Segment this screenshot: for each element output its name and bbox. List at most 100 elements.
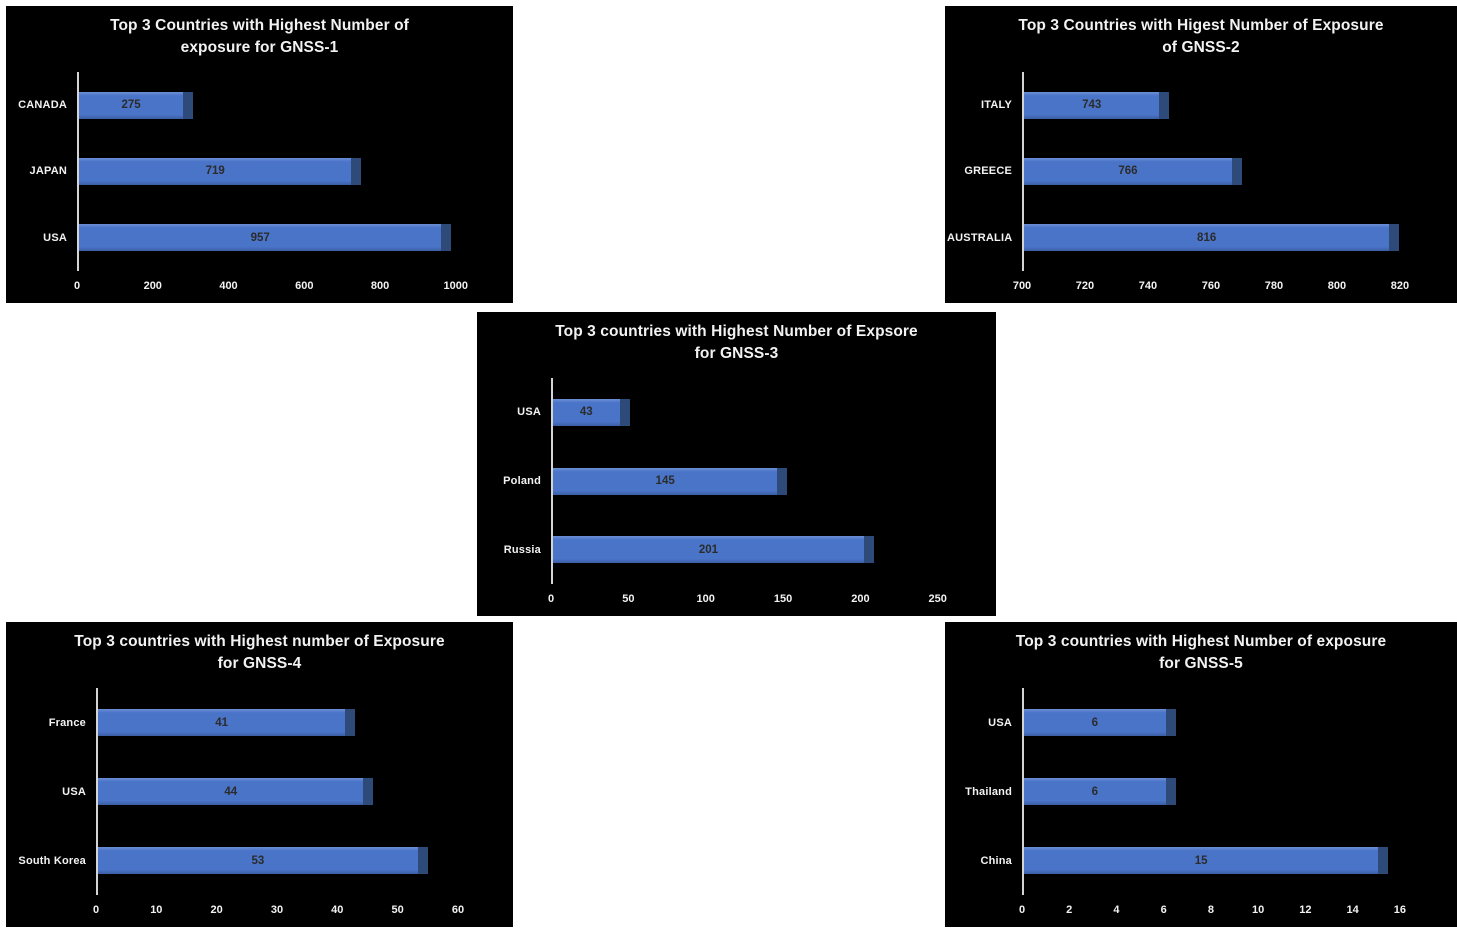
- chart-title-line-1: Top 3 Countries with Highest Number of: [110, 17, 409, 34]
- x-tick-label: 4: [1113, 904, 1120, 916]
- bar-value-label: 6: [1091, 716, 1099, 729]
- bar: 43: [553, 398, 630, 426]
- chart-title-line-2: of GNSS-2: [1162, 39, 1240, 57]
- x-tick-label: 200: [143, 280, 162, 292]
- bar-3d-cap: [345, 709, 356, 736]
- bar-value-label: 816: [1197, 231, 1217, 244]
- category-label: USA: [43, 231, 67, 244]
- bar-3d-cap: [863, 536, 874, 564]
- bar-value-label: 957: [250, 231, 270, 244]
- category-label: South Korea: [18, 854, 86, 867]
- x-tick-label: 10: [150, 904, 163, 916]
- x-tick-label: 760: [1201, 280, 1221, 292]
- x-tick-label: 150: [773, 593, 793, 605]
- bar-3d-cap: [1165, 709, 1176, 736]
- bar: 201: [553, 536, 874, 564]
- x-tick-label: 16: [1393, 904, 1407, 916]
- bar: 6: [1024, 778, 1176, 805]
- x-tick-label: 720: [1075, 280, 1095, 292]
- category-label: Poland: [503, 475, 541, 487]
- x-tick-label: 0: [1018, 904, 1026, 916]
- x-tick-label: 740: [1138, 280, 1158, 292]
- category-label: France: [48, 716, 86, 729]
- y-axis-line: [96, 688, 98, 895]
- bar-row: AUSTRALIA 816: [947, 205, 1449, 271]
- bar-value-label: 41: [215, 716, 229, 729]
- bar-row: ITALY 743: [981, 72, 1449, 138]
- chart-panel-gnss-2: Top 3 Countries with Higest Number of Ex…: [945, 6, 1457, 303]
- bar-row: Russia 201: [504, 515, 988, 584]
- x-tick-label: 50: [391, 904, 404, 916]
- y-axis-line: [77, 72, 79, 271]
- chart-title-line-2: for GNSS-4: [217, 655, 302, 673]
- x-tick-label: 0: [547, 593, 555, 605]
- bar: 41: [98, 709, 356, 736]
- y-axis-line: [551, 378, 553, 584]
- x-axis-ticks: 0 2 4 6 8 10 12 14 16: [1018, 904, 1449, 920]
- bar-value-label: 15: [1194, 854, 1208, 867]
- chart-panel-gnss-1: Top 3 Countries with Highest Number of e…: [6, 6, 513, 303]
- x-tick-label: 40: [331, 904, 344, 916]
- bar: 766: [1024, 157, 1242, 185]
- x-tick-label: 10: [1252, 904, 1265, 916]
- bar-value-label: 44: [224, 785, 238, 798]
- bar-3d-cap: [183, 91, 194, 119]
- x-tick-label: 800: [370, 280, 390, 292]
- bar-value-label: 43: [579, 406, 593, 419]
- x-tick-label: 14: [1346, 904, 1359, 916]
- x-tick-label: 200: [851, 593, 870, 605]
- chart-title-line-2: for GNSS-5: [1159, 655, 1243, 673]
- bar-value-label: 53: [251, 854, 265, 867]
- category-label: AUSTRALIA: [947, 231, 1013, 244]
- bar-3d-cap: [351, 157, 362, 185]
- bar-3d-cap: [1159, 91, 1170, 119]
- bar-row: JAPAN 719: [30, 138, 505, 204]
- chart-title: Top 3 Countries with Highest Number of e…: [16, 15, 503, 60]
- bar: 816: [1024, 224, 1400, 252]
- bar-value-label: 6: [1091, 785, 1099, 798]
- category-label: USA: [988, 716, 1012, 729]
- chart-title-line-1: Top 3 countries with Highest Number of e…: [1015, 633, 1387, 650]
- chart-panel-gnss-3: Top 3 countries with Highest Number of E…: [477, 312, 996, 616]
- x-tick-label: 2: [1066, 904, 1073, 916]
- x-tick-label: 250: [928, 593, 947, 605]
- x-tick-label: 30: [270, 904, 284, 916]
- bar-3d-cap: [777, 467, 788, 495]
- plot-area: France 41 USA 44 South Korea 53: [18, 688, 505, 895]
- bar-value-label: 719: [205, 165, 225, 178]
- x-tick-label: 600: [295, 280, 314, 292]
- category-label: CANADA: [18, 99, 67, 112]
- bar-row: USA 957: [43, 205, 505, 271]
- bar-value-label: 145: [655, 475, 675, 487]
- y-axis-line: [1022, 72, 1024, 271]
- chart-title-line-2: exposure for GNSS-1: [180, 39, 339, 57]
- x-tick-label: 400: [219, 280, 238, 292]
- plot-area: USA 6 Thailand 6 China 15: [965, 688, 1449, 895]
- bar-row: Thailand 6: [965, 757, 1449, 826]
- bar: 957: [79, 224, 452, 252]
- bar-row: USA 43: [517, 378, 988, 447]
- bar-row: Poland 145: [503, 447, 988, 516]
- chart-title-line-1: Top 3 Countries with Higest Number of Ex…: [1018, 17, 1384, 34]
- bar-value-label: 743: [1082, 99, 1102, 112]
- x-tick-label: 0: [92, 904, 100, 916]
- category-label: JAPAN: [29, 165, 67, 178]
- bar-3d-cap: [417, 847, 428, 874]
- category-label: Thailand: [965, 785, 1012, 798]
- x-tick-label: 780: [1264, 280, 1284, 292]
- chart-title-line-1: Top 3 countries with Highest Number of E…: [555, 323, 918, 340]
- chart-title: Top 3 Countries with Higest Number of Ex…: [955, 15, 1447, 60]
- x-tick-label: 1000: [443, 280, 469, 292]
- x-tick-label: 800: [1327, 280, 1347, 292]
- category-label: GREECE: [964, 165, 1012, 178]
- bar: 145: [553, 467, 788, 495]
- x-tick-label: 6: [1160, 904, 1167, 916]
- chart-panel-gnss-4: Top 3 countries with Highest number of E…: [6, 622, 513, 927]
- category-label: China: [980, 854, 1012, 867]
- chart-title-line-2: for GNSS-3: [694, 345, 779, 363]
- plot-area: CANADA 275 JAPAN 719 USA 957: [18, 72, 505, 271]
- bar-3d-cap: [1378, 847, 1389, 874]
- x-tick-label: 12: [1299, 904, 1312, 916]
- chart-panel-gnss-5: Top 3 countries with Highest Number of e…: [945, 622, 1457, 927]
- x-tick-label: 60: [451, 904, 465, 916]
